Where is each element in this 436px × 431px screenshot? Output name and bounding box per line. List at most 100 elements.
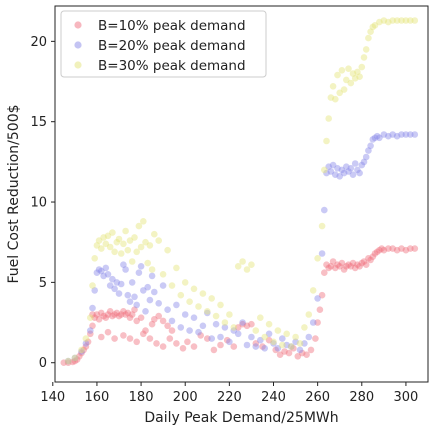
data-point-series-2-31: [146, 242, 154, 249]
data-point-series-1-92: [365, 147, 372, 154]
data-point-series-1-56: [252, 343, 260, 350]
data-point-series-1-41: [186, 327, 193, 334]
data-point-series-0-53: [179, 345, 187, 352]
x-axis: 140 160 180 200 220 240 260 280 300: [40, 382, 418, 405]
data-point-series-1-86: [351, 160, 359, 167]
data-point-series-0-8: [82, 343, 90, 350]
data-point-series-0-23: [113, 309, 121, 317]
data-point-series-0-69: [272, 346, 280, 354]
data-point-series-1-43: [195, 328, 202, 336]
data-point-series-2-88: [356, 73, 363, 80]
data-point-series-1-60: [270, 340, 277, 347]
data-point-series-1-89: [358, 161, 366, 169]
data-point-series-1-85: [349, 171, 357, 178]
data-point-series-2-86: [351, 75, 359, 82]
data-point-series-0-42: [104, 328, 112, 336]
data-point-series-1-88: [356, 169, 363, 177]
data-point-series-2-68: [305, 311, 313, 318]
data-point-series-1-4: [87, 327, 94, 334]
data-point-series-1-31: [146, 296, 154, 304]
legend-marker: [74, 41, 82, 49]
data-point-series-1-28: [140, 287, 147, 294]
data-point-series-2-0: [64, 357, 72, 365]
data-point-series-0-108: [378, 245, 386, 252]
data-point-series-0-60: [223, 336, 231, 344]
data-point-series-0-113: [398, 245, 405, 252]
data-point-series-2-99: [389, 17, 397, 24]
data-point-series-2-17: [115, 235, 123, 243]
data-point-series-2-3: [82, 335, 90, 342]
data-point-series-1-65: [292, 338, 299, 346]
data-point-series-0-32: [133, 317, 140, 325]
data-point-series-0-7: [80, 346, 87, 354]
legend: B=10% peak demand B=20% peak demand B=30% …: [60, 10, 267, 78]
data-point-series-2-102: [402, 17, 410, 24]
data-point-series-2-48: [217, 301, 224, 309]
data-point-series-1-67: [301, 340, 308, 347]
data-point-series-0-50: [159, 343, 167, 350]
data-point-series-0-52: [173, 340, 180, 347]
data-point-series-1-97: [376, 134, 383, 142]
data-point-series-1-95: [371, 134, 379, 142]
data-point-series-2-74: [325, 115, 333, 122]
data-point-series-1-80: [338, 166, 346, 174]
data-point-series-0-38: [159, 317, 167, 325]
data-point-series-2-96: [376, 18, 383, 26]
data-point-series-2-25: [133, 248, 140, 256]
data-point-series-1-94: [369, 136, 377, 143]
data-point-series-2-95: [371, 22, 379, 29]
data-point-series-1-37: [168, 317, 176, 325]
data-point-series-2-5: [89, 282, 96, 289]
data-point-series-2-55: [248, 261, 255, 269]
data-point-series-1-10: [100, 272, 107, 280]
data-point-series-2-89: [358, 63, 366, 71]
data-point-series-2-70: [314, 254, 321, 262]
data-point-series-0-110: [385, 245, 392, 252]
data-point-series-1-78: [334, 165, 341, 172]
data-point-series-1-59: [265, 330, 273, 338]
data-point-series-2-98: [385, 18, 392, 26]
data-point-series-0-10: [87, 330, 94, 338]
data-point-series-0-5: [76, 353, 83, 360]
data-point-series-0-74: [294, 353, 302, 360]
data-point-series-0-25: [117, 311, 125, 318]
data-point-series-0-88: [334, 261, 341, 269]
data-point-series-0-102: [365, 254, 372, 262]
data-point-series-1-79: [336, 173, 344, 180]
data-point-series-1-30: [144, 283, 151, 291]
data-point-series-2-78: [334, 71, 341, 79]
data-point-series-0-70: [276, 351, 284, 359]
data-point-series-2-60: [270, 338, 277, 346]
data-point-series-2-38: [173, 264, 180, 272]
data-point-series-2-47: [212, 312, 220, 320]
data-point-series-1-6: [91, 287, 98, 294]
data-point-series-1-72: [321, 206, 328, 214]
data-point-series-1-13: [106, 282, 114, 289]
data-point-series-0-100: [360, 258, 368, 265]
data-point-series-2-80: [338, 67, 346, 74]
data-point-series-0-97: [354, 261, 361, 269]
data-point-series-1-45: [204, 309, 211, 317]
data-point-series-0-99: [358, 259, 366, 267]
data-point-series-2-63: [283, 330, 291, 338]
data-point-series-0-114: [402, 246, 410, 254]
data-point-series-0-81: [318, 291, 326, 299]
data-point-series-2-77: [332, 95, 339, 103]
data-point-series-0-27: [122, 311, 129, 318]
data-point-series-1-50: [226, 338, 233, 346]
data-point-series-2-61: [274, 327, 282, 334]
data-point-series-1-68: [305, 333, 313, 341]
data-point-series-1-32: [148, 272, 156, 280]
data-point-series-0-11: [89, 322, 96, 330]
data-point-series-2-11: [102, 240, 110, 248]
data-point-series-2-71: [318, 222, 326, 230]
data-point-series-2-12: [104, 232, 112, 240]
data-point-series-0-1: [64, 359, 72, 367]
data-point-series-2-52: [234, 263, 242, 270]
data-point-series-0-93: [345, 261, 352, 269]
data-point-series-0-0: [60, 359, 68, 367]
data-point-series-0-51: [166, 335, 174, 342]
data-point-series-0-24: [115, 312, 123, 320]
data-point-series-1-55: [248, 333, 255, 341]
data-point-series-0-109: [380, 246, 388, 254]
